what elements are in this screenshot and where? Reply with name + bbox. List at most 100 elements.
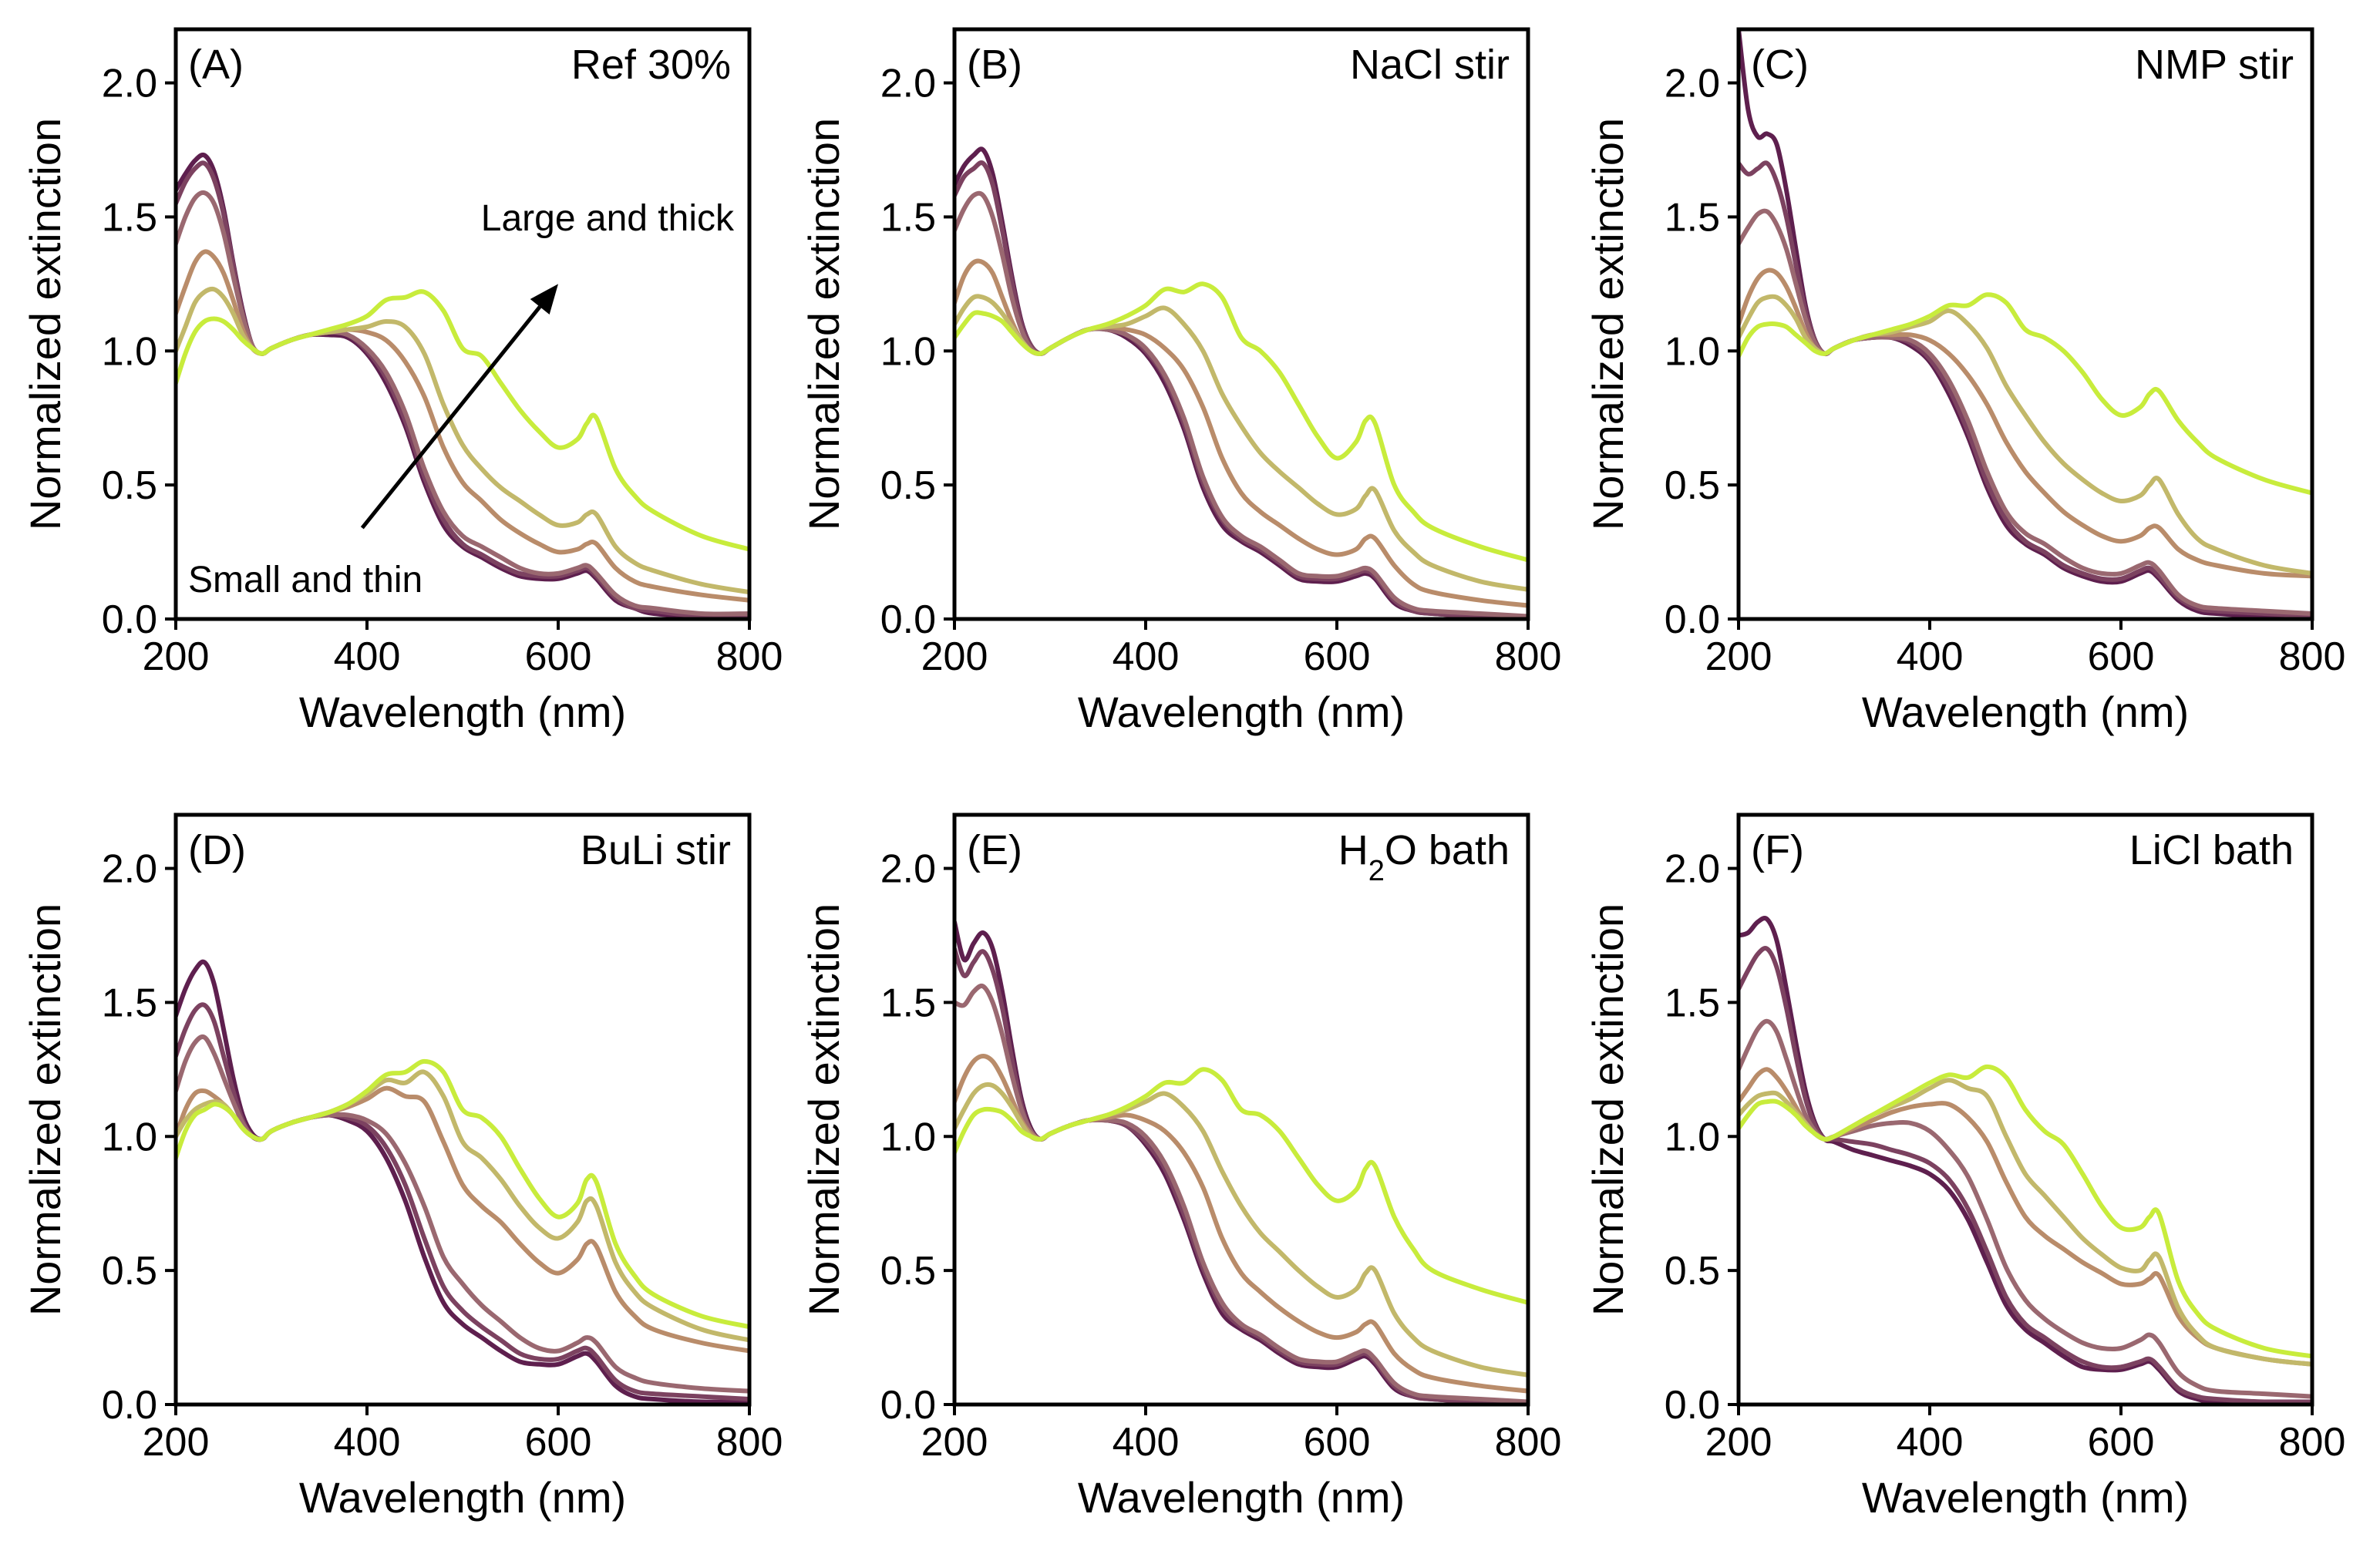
y-tick-label: 2.0 [1665,847,1720,892]
x-axis-title: Wavelength (nm) [1078,1473,1405,1522]
panel-letter: (D) [188,827,246,873]
x-tick-label: 400 [1897,634,1964,679]
y-axis-title: Normalized extinction [21,903,69,1316]
trend-arrow [360,305,542,530]
x-tick-label: 800 [716,634,783,679]
series-line-5 [176,1002,749,1401]
series-line-1 [1739,292,2312,496]
series-line-2 [176,286,749,595]
annotation-end-label: Large and thick [481,198,735,239]
y-tick-label: 0.5 [880,1249,936,1294]
x-tick-label: 200 [143,634,210,679]
series-line-2 [1739,294,2312,576]
y-tick-label: 1.0 [102,1115,157,1159]
y-axis-title: Normalized extinction [800,118,848,530]
series-line-1 [176,289,749,552]
y-tick-label: 1.5 [102,981,157,1025]
series-line-5 [954,160,1528,619]
series-line-4 [176,1034,749,1394]
y-axis-title: Normalized extinction [800,903,848,1316]
panel-e: 200 400 600 800 0.0 0.5 1.0 1.5 2.0 Wavelength (n… [800,812,1562,1522]
series-line-1 [1739,1064,2312,1359]
y-axis-title: Normalized extinction [21,118,69,530]
series-line-5 [1739,946,2312,1405]
plot-frame [952,27,1530,621]
series-line-2 [954,1082,1528,1378]
series-line-3 [176,249,749,603]
x-tick-label: 400 [1113,634,1180,679]
plot-frame [1736,27,2314,621]
x-tick-label: 600 [2088,1420,2155,1465]
series-line-5 [954,946,1528,1405]
y-tick-label: 0.0 [880,597,936,642]
y-tick-label: 1.0 [102,329,157,374]
panel-name: H2O bath [1338,827,1510,887]
x-tick-label: 600 [1304,634,1371,679]
x-tick-label: 800 [2279,1420,2346,1465]
series-line-1 [176,1058,749,1330]
series-line-3 [1739,267,2312,579]
panel-letter: (A) [188,42,244,88]
y-tick-label: 1.5 [880,981,936,1025]
y-tick-label: 2.0 [102,847,157,892]
y-tick-label: 2.0 [880,847,936,892]
y-tick-label: 0.0 [1665,597,1720,642]
x-axis-title: Wavelength (nm) [1078,688,1405,736]
x-tick-label: 400 [334,634,401,679]
series-line-1 [954,1067,1528,1305]
series-line-4 [954,983,1528,1405]
y-tick-label: 0.0 [880,1383,936,1428]
panel-c: 200 400 600 800 0.0 0.5 1.0 1.5 2.0 Wavelength (n… [1584,27,2346,736]
panel-name: BuLi stir [581,827,731,873]
x-axis-title: Wavelength (nm) [299,688,626,736]
panel-f: 200 400 600 800 0.0 0.5 1.0 1.5 2.0 Wavelength (n… [1584,812,2346,1522]
annotation-start-label: Small and thin [188,560,422,601]
x-tick-label: 600 [1304,1420,1371,1465]
y-tick-label: 2.0 [1665,62,1720,106]
panel-name: Ref 30% [571,42,731,88]
y-tick-label: 1.0 [880,329,936,374]
y-tick-label: 1.0 [1665,329,1720,374]
y-tick-label: 1.5 [1665,195,1720,240]
x-tick-label: 800 [2279,634,2346,679]
panel-letter: (C) [1751,42,1809,88]
plot-frame [173,27,752,621]
y-tick-label: 1.5 [880,195,936,240]
series-line-6 [1739,916,2312,1405]
y-tick-label: 1.0 [880,1115,936,1159]
x-tick-label: 800 [1495,1420,1562,1465]
y-tick-label: 0.5 [102,463,157,508]
panel-letter: (E) [967,827,1022,873]
y-tick-label: 0.0 [1665,1383,1720,1428]
y-tick-label: 1.5 [1665,981,1720,1025]
series-group [176,152,749,619]
series-line-6 [176,959,749,1405]
x-tick-label: 400 [1897,1420,1964,1465]
y-tick-label: 2.0 [880,62,936,106]
y-axis-title: Normalized extinction [1584,118,1632,530]
series-line-3 [954,258,1528,608]
panel-letter: (B) [967,42,1022,88]
x-axis-title: Wavelength (nm) [1862,1473,2189,1522]
panel-d: 200 400 600 800 0.0 0.5 1.0 1.5 2.0 Wavelength (n… [21,812,783,1522]
series-line-6 [954,146,1528,619]
series-line-4 [1739,208,2312,616]
series-group [954,920,1528,1405]
y-tick-label: 1.5 [102,195,157,240]
y-tick-label: 1.0 [1665,1115,1720,1159]
x-tick-label: 800 [1495,634,1562,679]
x-tick-label: 600 [525,634,592,679]
x-axis-title: Wavelength (nm) [299,1473,626,1522]
plot-frame [173,812,752,1407]
series-line-2 [1739,1078,2312,1367]
series-line-6 [954,920,1528,1405]
x-tick-label: 200 [1705,1420,1772,1465]
plot-frame [1736,812,2314,1407]
panel-letter: (F) [1751,827,1804,873]
y-tick-label: 2.0 [102,62,157,106]
y-tick-label: 0.0 [102,1383,157,1428]
series-line-1 [954,281,1528,563]
panel-a: 200 400 600 800 0.0 0.5 1.0 1.5 2.0 Wavelength (n… [21,27,783,736]
series-group [954,146,1528,619]
